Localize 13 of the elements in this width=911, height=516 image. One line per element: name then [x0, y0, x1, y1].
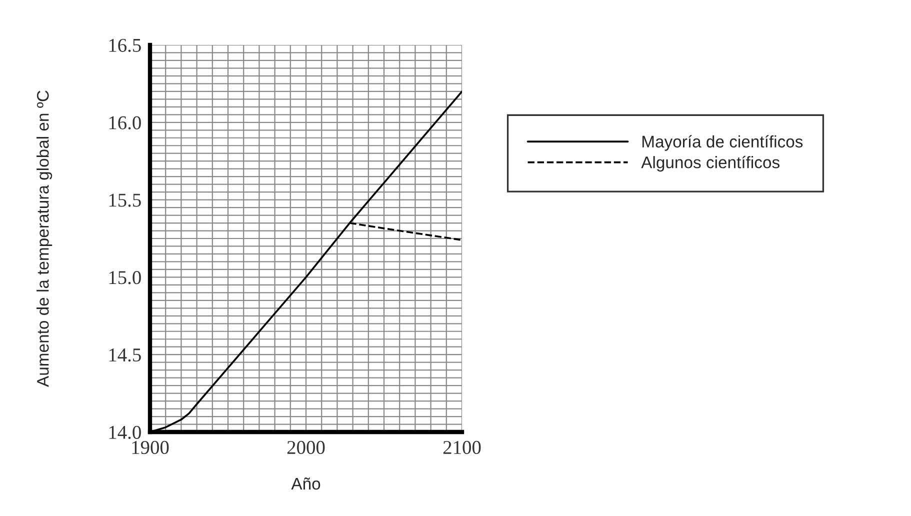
- text: Mayoría de científicos: [642, 135, 803, 151]
- y-tick-label: 14.0: [109, 426, 141, 440]
- y-tick-label: 16.5: [109, 38, 141, 52]
- x-tick-label: 2000: [287, 440, 325, 454]
- y-tick-label: 15.0: [109, 271, 141, 284]
- y-axis-title: Aumento de la temperatura global en ºC: [36, 90, 52, 387]
- y-tick-label: 15.5: [109, 194, 141, 207]
- y-tick-label: 14.5: [109, 348, 141, 362]
- x-tick-label: 2100: [443, 440, 481, 454]
- y-tick-label: 16.0: [109, 116, 141, 130]
- text: Algunos científicos: [641, 156, 780, 172]
- x-axis-title: Año: [291, 478, 320, 490]
- x-tick-label: 1900: [132, 440, 169, 454]
